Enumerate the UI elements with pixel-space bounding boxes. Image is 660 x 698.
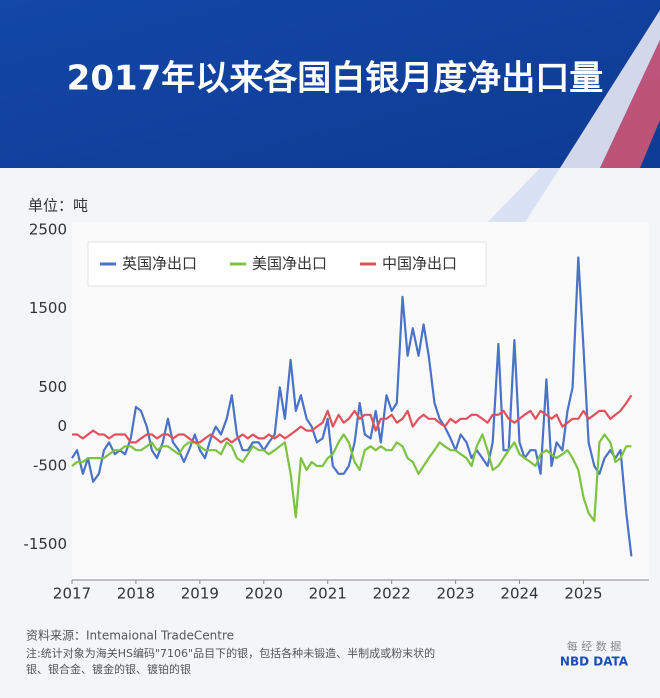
note: 注:统计对象为海关HS编码"7106"品目下的银，包括各种未锻造、半制成或粉末状… [26, 646, 435, 660]
legend [87, 241, 487, 287]
x-tick-label: 2023 [437, 585, 475, 603]
logo-text: 每 经 数 据 [567, 639, 622, 653]
x-tick-label: 2021 [309, 585, 347, 603]
x-tick-label: 2019 [181, 585, 219, 603]
x-tick-label: 2018 [117, 585, 155, 603]
legend-label: 英国净出口 [122, 255, 197, 273]
chart-title: 2017年以来各国白银月度净出口量 [67, 59, 604, 99]
note: 银、银合金、镀金的银、镀铂的银 [26, 662, 191, 676]
logo-text: NBD DATA [560, 655, 629, 669]
decor [480, 168, 560, 230]
source: 资料来源：Intemaional TradeCentre [26, 629, 234, 643]
y-tick-label: 0 [57, 417, 67, 435]
x-tick-label: 2022 [373, 585, 411, 603]
legend-label: 美国净出口 [252, 255, 327, 273]
series-line [71, 433, 632, 523]
decor [600, 40, 660, 168]
x-tick-label: 2025 [564, 585, 602, 603]
y-tick-label: 2500 [29, 221, 67, 239]
decor [560, 10, 660, 168]
x-tick-label: 2017 [53, 585, 91, 603]
x-tick-label: 2020 [245, 585, 283, 603]
y-tick-label: 1500 [29, 299, 67, 317]
y-tick-label: -500 [33, 456, 67, 474]
x-tick-label: 2024 [500, 585, 538, 603]
header [0, 0, 660, 168]
unit-label: 单位：吨 [28, 197, 88, 215]
legend-label: 中国净出口 [382, 255, 457, 273]
series-line [72, 394, 633, 444]
y-tick-label: -1500 [23, 535, 67, 553]
y-tick-label: 500 [38, 378, 67, 396]
